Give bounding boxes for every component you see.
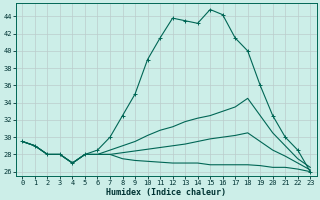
X-axis label: Humidex (Indice chaleur): Humidex (Indice chaleur): [106, 188, 226, 197]
